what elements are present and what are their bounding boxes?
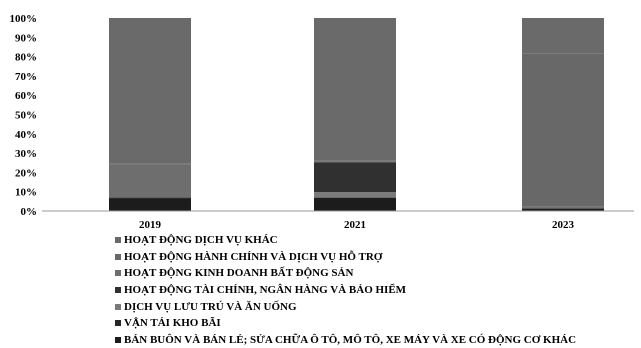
y-tick-label: 20% (15, 167, 37, 179)
legend-swatch (115, 237, 121, 243)
y-tick-label: 0% (21, 206, 38, 218)
bar-segment (109, 198, 191, 199)
y-tick-label: 50% (15, 110, 37, 122)
x-tick-label: 2021 (344, 219, 366, 231)
legend-swatch (115, 320, 121, 326)
x-tick-label: 2023 (552, 219, 575, 231)
bar-segment (109, 198, 191, 211)
legend-swatch (115, 337, 121, 343)
legend-label: DỊCH VỤ LƯU TRÚ VÀ ĂN UỐNG (124, 301, 297, 313)
bar-segment (314, 18, 396, 161)
bar-segment (314, 192, 396, 197)
bar-segment (109, 164, 191, 165)
y-tick-label: 80% (15, 52, 37, 64)
legend-label: HOẠT ĐỘNG HÀNH CHÍNH VÀ DỊCH VỤ HỖ TRỢ (124, 251, 382, 263)
y-tick-label: 70% (15, 71, 37, 83)
legend-item: VẬN TẢI KHO BÃI (115, 315, 576, 332)
y-tick-label: 60% (15, 90, 37, 102)
legend: HOẠT ĐỘNG DỊCH VỤ KHÁC HOẠT ĐỘNG HÀNH CHÍ… (115, 232, 576, 348)
legend-label: VẬN TẢI KHO BÃI (124, 317, 221, 329)
bar-segment (522, 207, 604, 208)
bar-segment (522, 18, 604, 53)
legend-item: HOẠT ĐỘNG HÀNH CHÍNH VÀ DỊCH VỤ HỖ TRỢ (115, 249, 576, 266)
y-tick-label: 10% (15, 187, 37, 199)
legend-label: HOẠT ĐỘNG TÀI CHÍNH, NGÂN HÀNG VÀ BẢO HI… (124, 284, 406, 296)
legend-swatch (115, 304, 121, 310)
legend-label: HOẠT ĐỘNG DỊCH VỤ KHÁC (124, 234, 278, 246)
bar-segment (522, 208, 604, 209)
x-axis-ticks: 2019 2021 2023 (139, 219, 575, 231)
legend-swatch (115, 287, 121, 293)
y-tick-label: 90% (15, 32, 37, 44)
bar-segment (109, 18, 191, 164)
bar-segment (522, 53, 604, 206)
x-tick-label: 2019 (139, 219, 162, 231)
bar-segment (314, 198, 396, 211)
legend-item: HOẠT ĐỘNG KINH DOANH BẤT ĐỘNG SẢN (115, 265, 576, 282)
legend-item: DỊCH VỤ LƯU TRÚ VÀ ĂN UỐNG (115, 298, 576, 315)
bar-segment (109, 165, 191, 198)
y-tick-label: 100% (10, 13, 38, 25)
legend-item: HOẠT ĐỘNG DỊCH VỤ KHÁC (115, 232, 576, 249)
bar-segment (314, 162, 396, 192)
legend-item: HOẠT ĐỘNG TÀI CHÍNH, NGÂN HÀNG VÀ BẢO HI… (115, 282, 576, 299)
legend-label: BÁN BUÔN VÀ BÁN LẺ; SỬA CHỮA Ô TÔ, MÔ TÔ… (124, 334, 576, 346)
y-axis-ticks: 0% 10% 20% 30% 40% 50% 60% 70% 80% 90% 100% (10, 13, 38, 218)
legend-swatch (115, 270, 121, 276)
legend-swatch (115, 254, 121, 260)
y-tick-label: 30% (15, 148, 37, 160)
bar-segment (314, 197, 396, 198)
y-tick-label: 40% (15, 129, 37, 141)
bars (109, 18, 604, 211)
legend-item: BÁN BUÔN VÀ BÁN LẺ; SỬA CHỮA Ô TÔ, MÔ TÔ… (115, 332, 576, 348)
bar-segment (314, 161, 396, 162)
legend-label: HOẠT ĐỘNG KINH DOANH BẤT ĐỘNG SẢN (124, 267, 353, 279)
